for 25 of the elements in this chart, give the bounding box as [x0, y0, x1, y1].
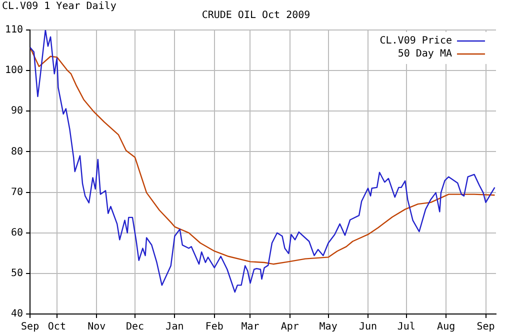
x-tick-label: Nov: [88, 322, 106, 333]
y-tick-label: 70: [11, 186, 24, 198]
chart-title: CRUDE OIL Oct 2009: [202, 10, 310, 21]
x-tick-label: Feb: [205, 322, 224, 333]
y-tick-label: 100: [5, 65, 24, 76]
x-tick-label: Dec: [126, 322, 144, 333]
x-tick-label: Jul: [397, 322, 416, 333]
x-tick-label: May: [319, 322, 338, 333]
legend-label: CL.V09 Price: [380, 36, 452, 47]
x-tick-label: Mar: [241, 322, 260, 333]
y-tick-label: 50: [11, 268, 24, 280]
x-tick-label: Jan: [166, 322, 184, 333]
x-tick-label: Jun: [358, 322, 378, 333]
x-tick-label: Sep: [21, 322, 40, 333]
y-tick-label: 40: [11, 308, 24, 320]
x-tick-label: Oct: [48, 322, 66, 333]
chart-subtitle: CL.V09 1 Year Daily: [2, 1, 116, 12]
x-tick-label: Apr: [280, 322, 299, 333]
y-tick-label: 110: [5, 24, 24, 36]
y-tick-label: 60: [11, 227, 24, 238]
legend-label: 50 Day MA: [398, 48, 452, 60]
y-tick-label: 90: [11, 106, 24, 117]
x-tick-label: Aug: [437, 322, 456, 333]
x-tick-label: Sep: [476, 322, 495, 333]
y-tick-label: 80: [11, 146, 24, 158]
